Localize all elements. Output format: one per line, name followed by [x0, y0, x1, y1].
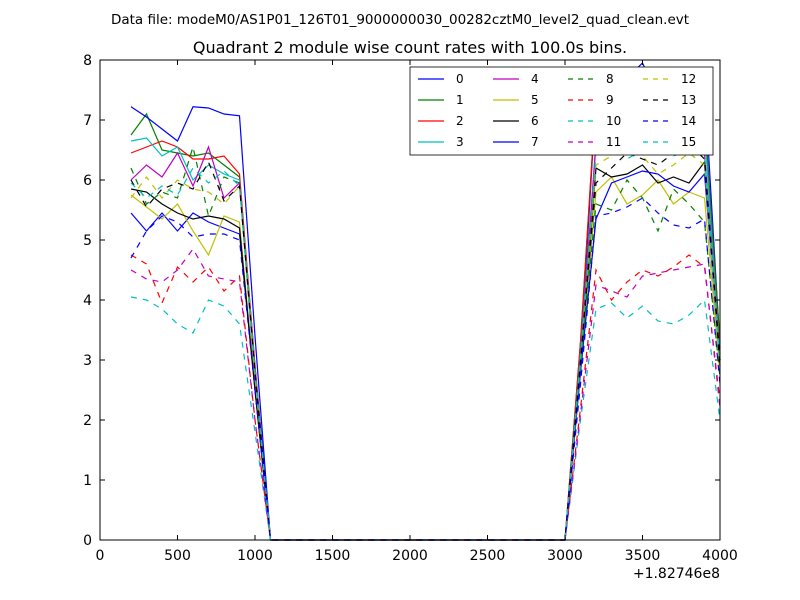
- series-line-8: [130, 144, 721, 541]
- series-line-5: [130, 176, 721, 541]
- x-tick-label: 0: [96, 548, 105, 564]
- legend-label-14: 14: [681, 114, 696, 128]
- y-tick-label: 4: [83, 293, 92, 309]
- figure-suptitle: Data file: modeM0/AS1P01_126T01_90000000…: [111, 12, 689, 28]
- legend-label-15: 15: [681, 135, 696, 149]
- x-tick-label: 4000: [702, 548, 738, 564]
- series-line-3: [130, 122, 721, 541]
- chart-title: Quadrant 2 module wise count rates with …: [193, 38, 627, 57]
- series-line-11: [130, 247, 721, 541]
- legend-label-2: 2: [456, 114, 464, 128]
- x-tick-label: 1000: [237, 548, 273, 564]
- series-line-13: [130, 143, 721, 541]
- legend-label-4: 4: [531, 72, 539, 86]
- legend-label-13: 13: [681, 93, 696, 107]
- legend-label-1: 1: [456, 93, 464, 107]
- axis-ticks: 0 500 1000 1500 2000 2500 3000 3500 400001234567…: [83, 53, 738, 564]
- legend-label-7: 7: [531, 135, 539, 149]
- x-tick-label: 3000: [547, 548, 583, 564]
- x-tick-label: 500: [164, 548, 191, 564]
- legend-label-5: 5: [531, 93, 539, 107]
- y-tick-label: 0: [83, 533, 92, 549]
- y-tick-label: 5: [83, 233, 92, 249]
- x-offset-label: +1.82746e8: [633, 566, 720, 582]
- series-line-9: [130, 254, 721, 541]
- y-tick-label: 2: [83, 413, 92, 429]
- legend-label-11: 11: [606, 135, 621, 149]
- legend-label-8: 8: [606, 72, 614, 86]
- legend-label-3: 3: [456, 135, 464, 149]
- x-tick-label: 1500: [315, 548, 351, 564]
- series-line-10: [130, 296, 721, 541]
- y-tick-label: 3: [83, 353, 92, 369]
- legend-label-12: 12: [681, 72, 696, 86]
- legend-label-6: 6: [531, 114, 539, 128]
- y-tick-label: 8: [83, 53, 92, 69]
- legend-label-10: 10: [606, 114, 621, 128]
- series-line-12: [130, 146, 721, 541]
- legend-box: [409, 66, 714, 156]
- x-tick-label: 2500: [470, 548, 506, 564]
- legend-label-0: 0: [456, 72, 464, 86]
- x-tick-label: 2000: [392, 548, 428, 564]
- y-tick-label: 1: [83, 473, 92, 489]
- y-tick-label: 7: [83, 113, 92, 129]
- series-line-6: [130, 160, 721, 541]
- series-line-14: [130, 197, 721, 541]
- y-tick-label: 6: [83, 173, 92, 189]
- legend-label-9: 9: [606, 93, 614, 107]
- x-tick-label: 3500: [625, 548, 661, 564]
